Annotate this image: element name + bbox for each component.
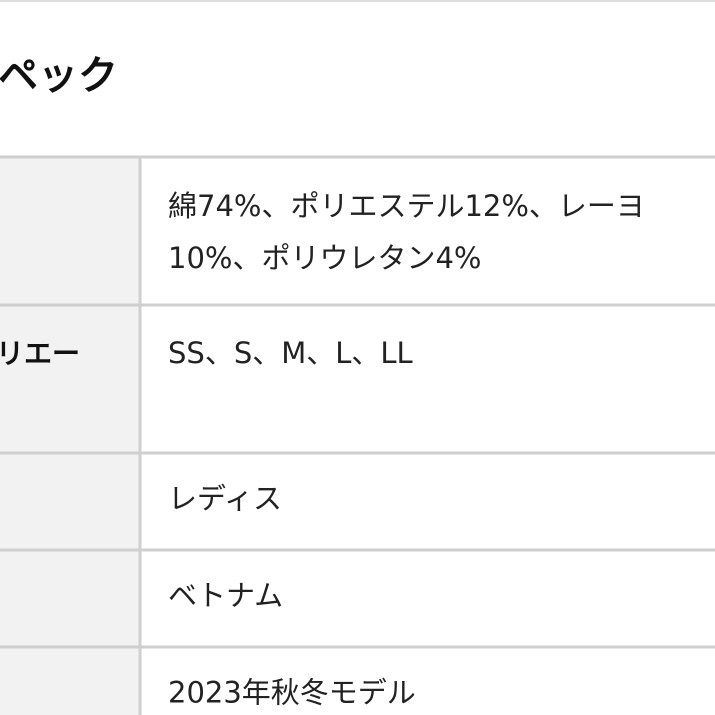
spec-table: 綿74%、ポリエステル12%、レーヨ 10%、ポリウレタン4% SS、S、M、L、L… — [0, 155, 715, 715]
label-cell — [0, 550, 139, 647]
cell-value: 2023年秋冬モデル — [168, 676, 416, 710]
label-cell — [0, 453, 139, 550]
cell-value: 綿74%、ポリエステル12%、レーヨ — [168, 189, 645, 223]
label-cell — [0, 157, 139, 305]
value-cell — [139, 305, 715, 453]
cell-label: リエー — [0, 337, 80, 370]
value-cell — [139, 550, 715, 647]
value-cell — [139, 453, 715, 550]
cell-value: 10%、ポリウレタン4% — [168, 241, 481, 275]
cell-value: ベトナム — [168, 579, 283, 613]
cell-value: SS、S、M、L、LL — [168, 336, 413, 370]
label-cell — [0, 305, 139, 453]
cell-value: レディス — [168, 482, 282, 516]
value-cell — [139, 157, 715, 305]
label-cell — [0, 647, 139, 715]
section-title: ペック — [0, 53, 118, 99]
value-cell — [139, 647, 715, 715]
